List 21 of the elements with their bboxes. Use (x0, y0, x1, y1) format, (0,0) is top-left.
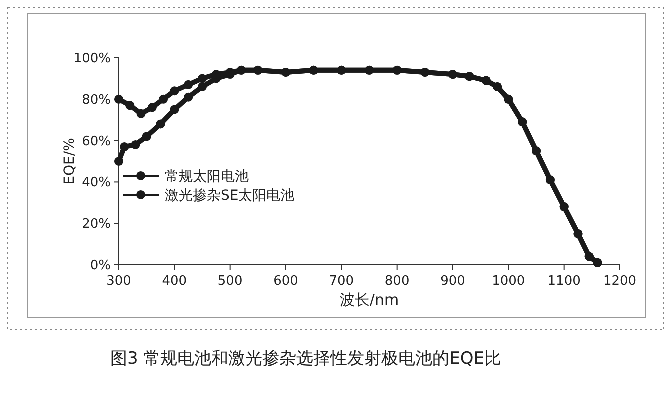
x-tick-label: 300 (106, 274, 132, 289)
x-tick-label: 900 (440, 274, 466, 289)
x-tick-label: 400 (162, 274, 188, 289)
y-axis-title: EQE/% (62, 138, 78, 185)
y-tick-label: 60% (82, 134, 111, 150)
x-tick-label: 1000 (492, 274, 526, 289)
y-tick-label: 100% (74, 52, 111, 66)
x-tick-label: 700 (329, 274, 354, 289)
x-tick-label: 1200 (603, 274, 637, 289)
x-axis-title: 波长/nm (340, 291, 400, 309)
y-tick-label: 80% (82, 92, 111, 108)
x-tick-label: 800 (384, 274, 410, 289)
x-tick-label: 500 (218, 274, 243, 289)
text: 图3 常规电池和激光掺杂选择性发射极电池的EQE比 (110, 349, 502, 369)
legend-label: 常规太阳电池 (165, 168, 249, 185)
y-tick-label: 0% (90, 258, 111, 274)
x-tick-label: 1100 (548, 274, 581, 289)
legend-label: 激光掺杂SE太阳电池 (165, 188, 295, 204)
x-tick-label: 600 (274, 274, 298, 289)
y-tick-label: 40% (82, 176, 111, 191)
y-tick-label: 20% (82, 217, 111, 232)
